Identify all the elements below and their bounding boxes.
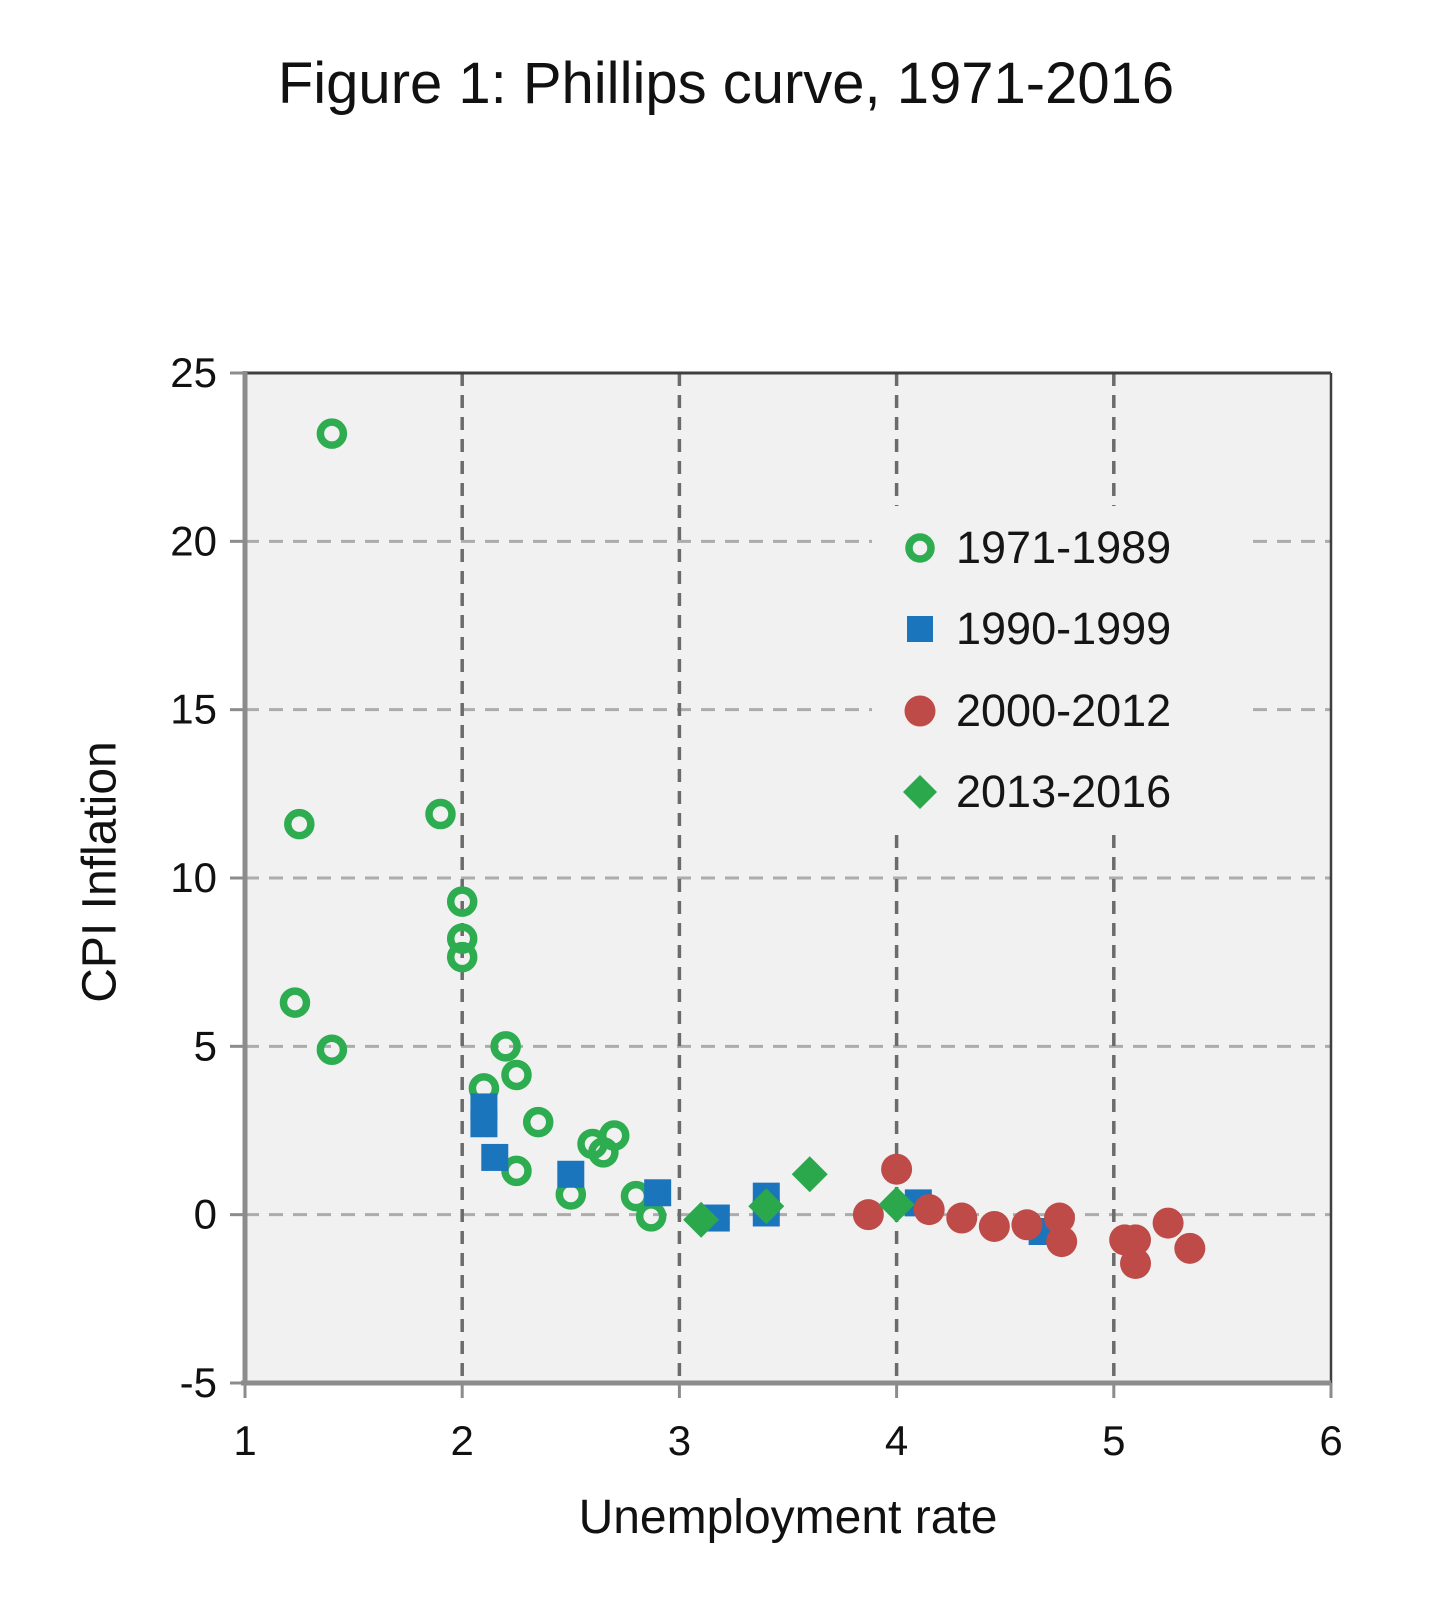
x-tick-label: 1: [233, 1417, 256, 1464]
circle-marker-icon: [898, 689, 942, 733]
data-point-circle: [1044, 1202, 1075, 1234]
legend-item-2013-2016: 2013-2016: [872, 754, 1244, 830]
data-point-open-circle: [522, 1106, 554, 1138]
open-circle-marker-icon: [898, 526, 942, 570]
data-point-diamond: [878, 1186, 915, 1223]
data-point-open-circle: [446, 923, 478, 954]
y-tick-label: 10: [170, 854, 217, 901]
legend-item-2000-2012: 2000-2012: [872, 673, 1244, 749]
diamond-marker-icon: [898, 770, 942, 814]
legend-diamond: [903, 774, 937, 809]
chart-title: Figure 1: Phillips curve, 1971-2016: [277, 51, 1175, 116]
legend-label: 1971-1989: [956, 522, 1172, 573]
series-1971-1989: [279, 418, 667, 1232]
y-tick-label: 15: [170, 686, 217, 733]
data-point-circle: [1120, 1224, 1152, 1256]
data-point-square: [557, 1160, 585, 1188]
series-2013-2016: [683, 1156, 915, 1238]
x-tick-label: 2: [451, 1417, 474, 1464]
legend-item-1971-1989: 1971-1989: [872, 510, 1244, 586]
data-point-open-circle: [446, 941, 478, 973]
data-point-circle: [852, 1199, 884, 1231]
x-tick-label: 3: [668, 1417, 691, 1464]
data-point-square: [644, 1179, 672, 1207]
x-axis-title: Unemployment rate: [578, 1491, 998, 1544]
data-point-circle: [881, 1153, 913, 1185]
x-tick-label: 4: [885, 1417, 908, 1464]
series-2000-2012: [852, 1153, 1206, 1279]
data-point-circle: [946, 1202, 978, 1234]
data-point-square: [470, 1110, 498, 1138]
data-point-open-circle: [425, 798, 456, 830]
data-point-open-circle: [316, 418, 348, 449]
data-point-circle: [1046, 1226, 1078, 1258]
y-tick-label: 5: [194, 1022, 217, 1069]
legend-item-1990-1999: 1990-1999: [872, 591, 1244, 667]
y-tick-label: 20: [170, 517, 217, 564]
data-point-open-circle: [284, 808, 315, 840]
legend-open-circle: [905, 533, 935, 563]
data-point-open-circle: [446, 886, 478, 917]
y-tick-label: 25: [170, 349, 217, 396]
data-point-circle: [1011, 1209, 1043, 1241]
data-point-circle: [1120, 1247, 1152, 1279]
data-point-circle: [1152, 1207, 1184, 1239]
x-tick-label: 5: [1102, 1417, 1125, 1464]
legend-label: 2013-2016: [956, 765, 1172, 817]
x-tick-label: 6: [1319, 1417, 1342, 1464]
data-point-circle: [913, 1194, 945, 1226]
y-tick-label: -5: [180, 1359, 217, 1406]
data-point-open-circle: [598, 1120, 630, 1151]
data-point-open-circle: [490, 1031, 521, 1062]
data-point-diamond: [791, 1156, 828, 1193]
data-point-open-circle: [501, 1059, 532, 1091]
legend-circle: [904, 695, 936, 727]
legend-label: 2000-2012: [956, 684, 1172, 736]
y-tick-label: 0: [194, 1191, 217, 1238]
square-marker-icon: [898, 607, 942, 651]
data-point-circle: [1174, 1232, 1206, 1264]
legend: 1971-1989 1990-1999 2000-2012 2013-2016: [872, 506, 1244, 834]
legend-label: 1990-1999: [956, 603, 1172, 655]
data-point-square: [481, 1143, 509, 1171]
data-point-circle: [978, 1210, 1010, 1242]
data-point-diamond: [683, 1201, 720, 1238]
legend-square: [907, 616, 933, 643]
data-point-open-circle: [279, 987, 311, 1018]
data-point-open-circle: [316, 1034, 348, 1065]
data-point-diamond: [748, 1188, 785, 1225]
